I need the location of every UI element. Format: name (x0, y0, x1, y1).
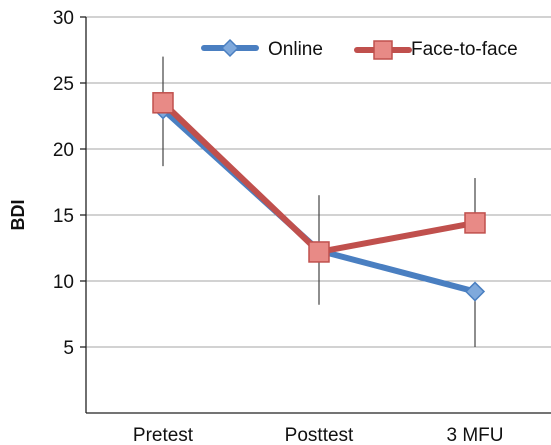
y-axis-label: BDI (8, 200, 28, 231)
point-online-3 (464, 281, 486, 302)
point-face-to-face-2 (308, 241, 330, 263)
y-tick-label-15: 15 (53, 206, 74, 227)
error-bars (162, 56, 476, 347)
y-tick-label-30: 30 (53, 8, 74, 29)
y-tick-label-10: 10 (53, 272, 74, 293)
y-tick-label-20: 20 (53, 140, 74, 161)
legend-marker-online (220, 38, 240, 58)
series-markers (152, 92, 486, 302)
y-tick-label-5: 5 (63, 338, 74, 359)
y-tick-labels: 5 10 15 20 25 30 (53, 8, 74, 359)
point-face-to-face-3 (464, 212, 486, 234)
x-tick-label-2: Posttest (285, 425, 354, 445)
x-tick-label-3: 3 MFU (447, 425, 504, 445)
legend-label-face-to-face: Face-to-face (411, 39, 518, 60)
axes (80, 16, 551, 414)
x-tick-labels: Pretest Posttest 3 MFU (133, 425, 504, 445)
legend-marker-face-to-face (373, 40, 393, 60)
y-tick-label-25: 25 (53, 74, 74, 95)
point-face-to-face-1 (152, 92, 174, 114)
x-tick-label-1: Pretest (133, 425, 194, 445)
legend-label-online: Online (268, 39, 323, 60)
legend: Online Face-to-face (201, 38, 518, 60)
